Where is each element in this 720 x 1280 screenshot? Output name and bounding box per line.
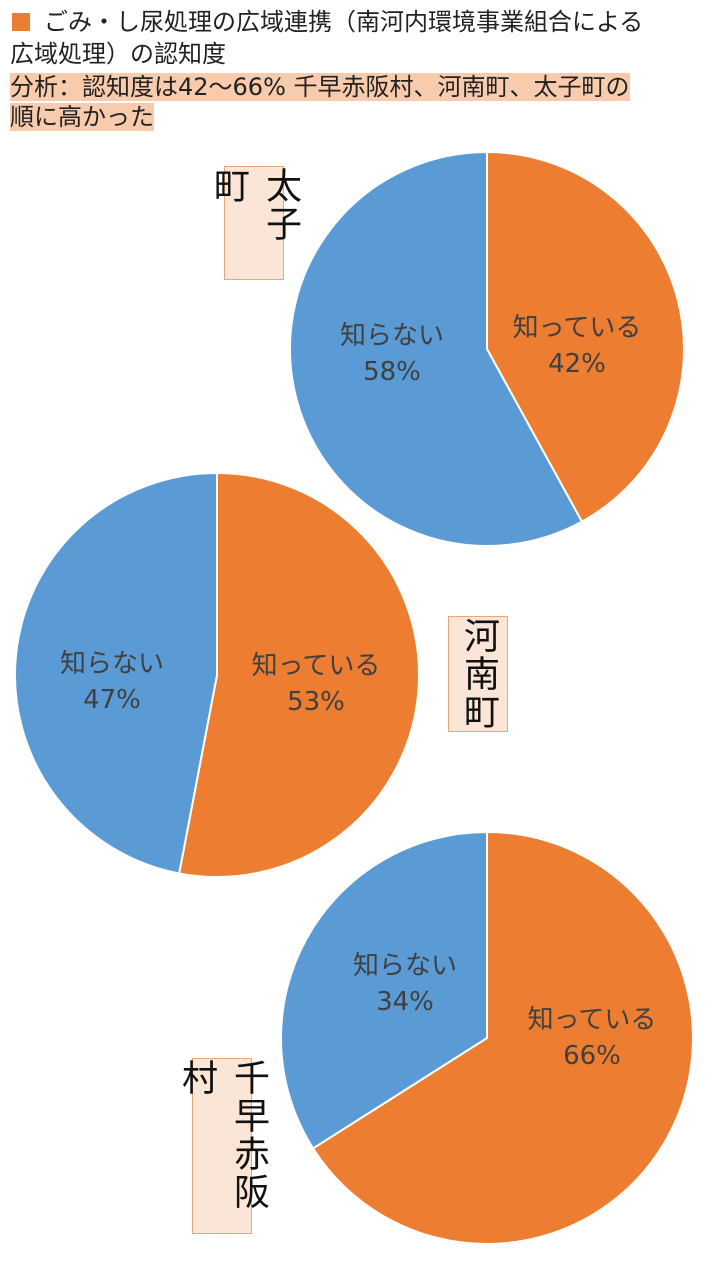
analysis-line-2: 順に高かった [10, 103, 154, 131]
title-line-1: ごみ・し尿処理の広域連携（南河内環境事業組合による [44, 8, 644, 36]
pie-slice-taishi-dont-know [289, 150, 584, 547]
slice-value-label-kanan-know: 53% [287, 687, 345, 717]
chart-title: ごみ・し尿処理の広域連携（南河内環境事業組合による [10, 6, 710, 38]
slice-category-label-taishi-know: 知っている [513, 313, 642, 343]
square-marker-icon [12, 13, 30, 31]
slice-category-label-kanan-dont-know: 知らない [60, 649, 164, 679]
pie-slice-taishi-know [486, 150, 685, 523]
slice-value-label-taishi-know: 42% [548, 349, 606, 379]
slice-category-label-taishi-dont-know: 知らない [340, 321, 444, 351]
chart-header: ごみ・し尿処理の広域連携（南河内環境事業組合による 広域処理）の認知度 分析：認… [10, 6, 710, 132]
chart-title-line-2: 広域処理）の認知度 [10, 40, 226, 68]
pie-title-taishi: 太子町 [208, 166, 301, 280]
slice-category-label-kanan-know: 知っている [252, 651, 381, 681]
slice-value-label-kanan-dont-know: 47% [83, 685, 141, 715]
analysis-line-1: 分析：認知度は42～66% 千早赤阪村、河南町、太子町の [10, 73, 630, 101]
pie-title-kanan: 河南町 [448, 616, 508, 732]
pie-title-chihayaakasaka: 千早赤阪村 [176, 1058, 269, 1234]
pie-slice-chihayaakasaka-dont-know [280, 830, 488, 1150]
slice-category-label-chihayaakasaka-dont-know: 知らない [353, 951, 457, 981]
analysis-note: 分析：認知度は42～66% 千早赤阪村、河南町、太子町の 順に高かった [10, 72, 710, 132]
slice-value-label-chihayaakasaka-dont-know: 34% [376, 987, 434, 1017]
slice-value-label-taishi-dont-know: 58% [363, 357, 421, 387]
pie-slice-kanan-know [177, 471, 420, 878]
pie-slice-chihayaakasaka-know [311, 830, 694, 1245]
pie-slice-kanan-dont-know [14, 471, 218, 875]
slice-value-label-chihayaakasaka-know: 66% [563, 1041, 621, 1071]
slice-category-label-chihayaakasaka-know: 知っている [528, 1005, 657, 1035]
